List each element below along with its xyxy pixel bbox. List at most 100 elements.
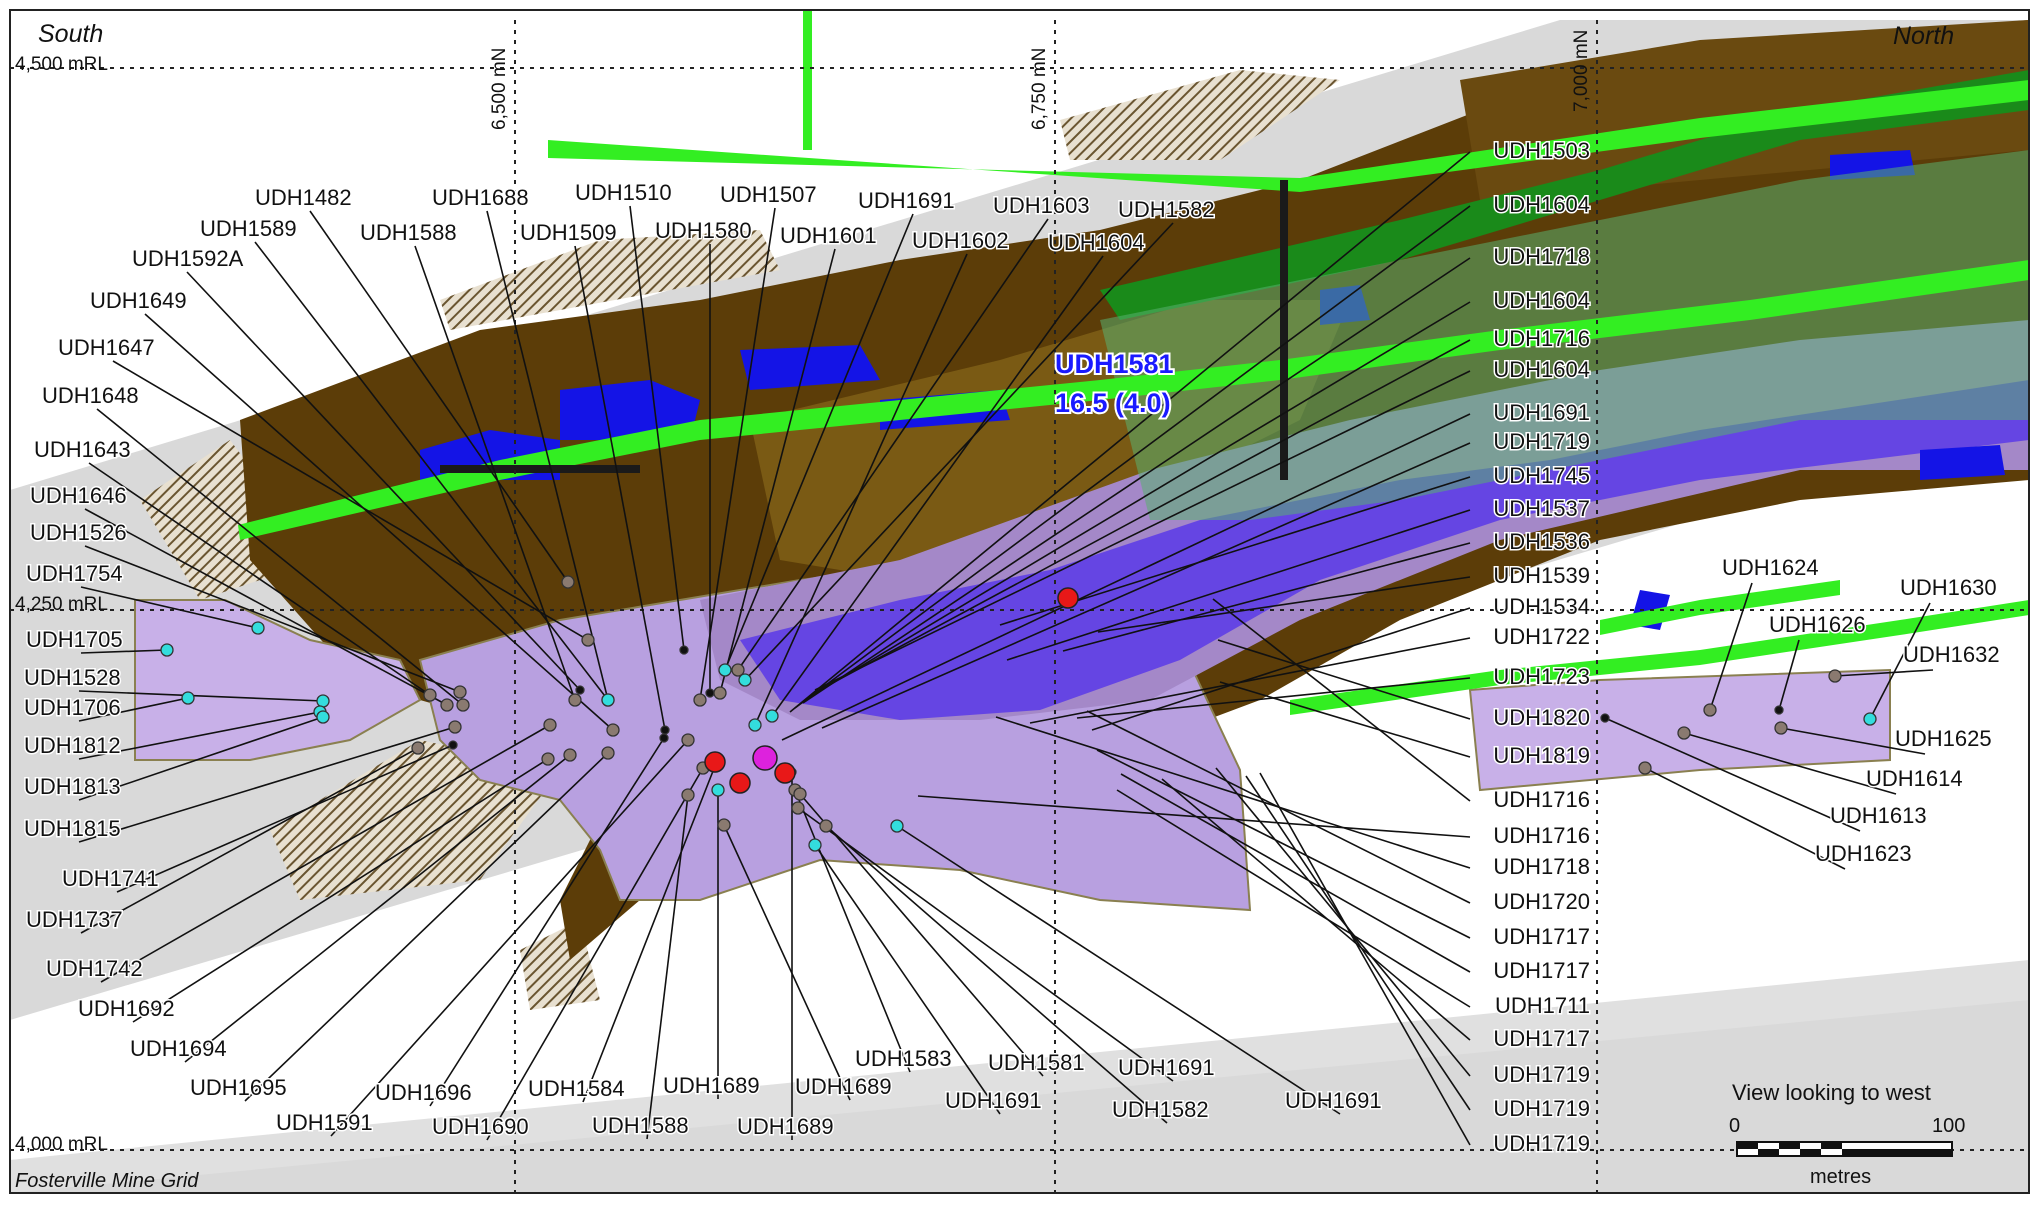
drill-hole-udh1584-l37-label: UDH1584: [528, 1076, 625, 1101]
drill-hole-udh1719-r25-label: UDH1719: [1493, 1062, 1590, 1087]
highlight-hole-label: UDH1581: [1055, 349, 1174, 379]
drill-hole-udh1582-l46-pierce: [819, 819, 833, 833]
drill-hole-udh1588-l38-leader: [646, 794, 689, 1140]
northing-label-6750: 6,750 mN: [1029, 48, 1050, 130]
map-frame: [9, 9, 2030, 1194]
elevation-label-4250: 4,250 mRL: [15, 594, 108, 615]
drill-hole-udh1625-n4-pierce: [1774, 721, 1788, 735]
drill-hole-udh1719-r27-label: UDH1719: [1493, 1131, 1590, 1156]
drill-hole-udh1510-l2-label: UDH1510: [575, 180, 672, 205]
drill-hole-udh1649-l15-label: UDH1649: [90, 288, 187, 313]
drill-hole-udh1754-l21-leader: [80, 586, 259, 629]
drill-hole-udh1588-l38-pierce: [681, 788, 695, 802]
drill-hole-udh1602-l12-pierce: [748, 718, 762, 732]
drill-hole-udh1507-l3-pierce: [693, 693, 707, 707]
drill-hole-udh1689-l40-leader: [723, 824, 851, 1101]
drill-hole-udh1719-r26-label: UDH1719: [1493, 1096, 1590, 1121]
pierce-points: [160, 575, 1877, 852]
drill-hole-udh1722-r13-leader: [1029, 637, 1471, 724]
drill-hole-udh1717-r21-label: UDH1717: [1493, 924, 1590, 949]
drill-hole-udh1588-l8-label: UDH1588: [360, 220, 457, 245]
significant-intercept-marker: [1057, 587, 1079, 609]
drill-hole-udh1630-n1-pierce: [1863, 712, 1877, 726]
drill-hole-udh1813-l26-label: UDH1813: [24, 774, 121, 799]
drill-hole-udh1613-n6-pierce: [1600, 713, 1610, 723]
leader-lines: [78, 151, 1934, 1146]
drill-hole-udh1536-r10-leader: [1062, 542, 1471, 652]
drill-hole-udh1692-l31-label: UDH1692: [78, 996, 175, 1021]
grid-label: Fosterville Mine Grid: [15, 1170, 199, 1192]
dark-development-2: [440, 465, 640, 473]
drill-hole-udh1582-l46-label: UDH1582: [1112, 1097, 1209, 1122]
surface-band-grey-lower: [10, 960, 2029, 1193]
drill-hole-udh1539-r11-leader: [1097, 576, 1471, 633]
stope-west: [134, 599, 422, 761]
drill-hole-udh1689-l39-label: UDH1689: [663, 1073, 760, 1098]
drill-hole-udh1737-l29-leader: [80, 747, 419, 934]
drill-hole-udh1706-l24-label: UDH1706: [24, 695, 121, 720]
fault-vertical: [803, 10, 812, 150]
drill-hole-udh1604-r1-leader: [794, 205, 1471, 709]
grid-lines: [10, 20, 2029, 1193]
drill-hole-udh1691-l47-label: UDH1691: [1285, 1088, 1382, 1113]
drill-hole-udh1692-l31-pierce: [541, 752, 555, 766]
drill-hole-udh1647-l16-label: UDH1647: [58, 335, 155, 360]
drill-hole-udh1603-l5-leader: [737, 218, 1049, 671]
drill-hole-udh1716-r18-leader: [917, 795, 1471, 838]
drill-hole-udh1706-l24-pierce: [181, 691, 195, 705]
drill-hole-udh1482-l0-label: UDH1482: [255, 185, 352, 210]
drill-hole-udh1819-r16-leader: [1219, 681, 1471, 758]
drill-hole-udh1706-l24-leader: [78, 697, 189, 722]
drill-hole-udh1626-n2-leader: [1778, 639, 1800, 711]
drill-hole-udh1509-l9-pierce: [660, 725, 670, 735]
drill-hole-udh1604-r3-label: UDH1604: [1493, 288, 1590, 313]
drill-hole-udh1695-l33-label: UDH1695: [190, 1075, 287, 1100]
drill-hole-udh1813-l26-pierce: [316, 710, 330, 724]
drill-hole-udh1718-r2-label: UDH1718: [1493, 244, 1590, 269]
drill-hole-udh1503-r0-label: UDH1503: [1493, 138, 1590, 163]
drill-hole-udh1820-r15-label: UDH1820: [1493, 705, 1590, 730]
drill-hole-udh1591-l35-label: UDH1591: [276, 1110, 373, 1135]
geology-layers: [10, 10, 2029, 1193]
drill-hole-udh1719-r7-label: UDH1719: [1493, 429, 1590, 454]
drill-hole-udh1592a-l14-pierce: [575, 685, 585, 695]
drill-hole-udh1815-l27-pierce: [448, 720, 462, 734]
drill-hole-udh1528-l23-pierce: [316, 694, 330, 708]
drill-hole-udh1623-n7-pierce: [1638, 761, 1652, 775]
drill-hole-udh1582-l6-pierce: [738, 673, 752, 687]
high-grade-central: [740, 380, 2029, 720]
fault-diagonal: [238, 260, 2029, 540]
drill-hole-udh1601-l11-label: UDH1601: [780, 223, 877, 248]
drill-hole-udh1718-r19-label: UDH1718: [1493, 854, 1590, 879]
drill-hole-udh1691-l4-leader: [724, 213, 914, 671]
drill-hole-udh1603-l5-label: UDH1603: [993, 193, 1090, 218]
drill-hole-udh1614-n5-leader: [1683, 732, 1897, 795]
scale-start-label: 0: [1729, 1115, 1740, 1137]
drill-hole-udh1754-l21-pierce: [251, 621, 265, 635]
drill-hole-udh1742-l30-pierce: [543, 718, 557, 732]
drill-hole-udh1716-r18-label: UDH1716: [1493, 823, 1590, 848]
drill-hole-udh1820-r15-leader: [1217, 639, 1471, 720]
significant-intercept-marker: [704, 751, 726, 773]
drill-hole-udh1604-r5-leader: [814, 370, 1471, 691]
drill-hole-udh1582-l6-label: UDH1582: [1118, 197, 1215, 222]
drill-hole-udh1604-l13-label: UDH1604: [1048, 230, 1145, 255]
drill-hole-udh1716-r17-leader: [1212, 598, 1471, 802]
drill-hole-udh1626-n2-pierce: [1774, 705, 1784, 715]
drill-hole-udh1626-n2-label: UDH1626: [1769, 612, 1866, 637]
drill-hole-udh1646-l19-leader: [84, 508, 448, 706]
significant-intercept-marker: [774, 762, 796, 784]
drill-hole-udh1592a-l14-leader: [186, 271, 581, 691]
drill-hole-udh1691-l45-label: UDH1691: [1118, 1055, 1215, 1080]
highlight-intercept-label: 16.5 (4.0): [1055, 388, 1171, 418]
drill-hole-udh1601-l11-pierce: [713, 686, 727, 700]
drill-hole-udh1632-n3-label: UDH1632: [1903, 642, 2000, 667]
drill-hole-udh1613-n6-leader: [1604, 717, 1861, 832]
drill-hole-udh1589-l7-pierce: [601, 693, 615, 707]
drill-hole-udh1592a-l14-label: UDH1592A: [132, 246, 244, 271]
drill-hole-udh1690-l36-leader: [486, 767, 704, 1141]
drill-hole-udh1581-l43-pierce: [793, 787, 807, 801]
drill-hole-udh1589-l7-leader: [254, 241, 609, 701]
drill-hole-udh1689-l41-label: UDH1689: [737, 1114, 834, 1139]
